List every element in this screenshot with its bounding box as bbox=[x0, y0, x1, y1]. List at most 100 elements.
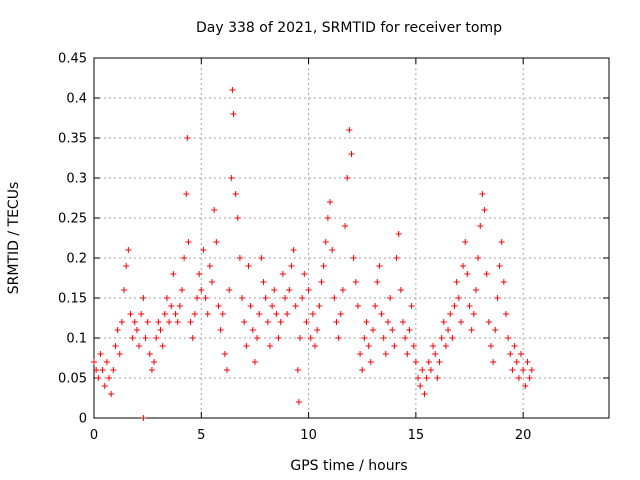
data-point bbox=[442, 343, 449, 349]
data-point bbox=[129, 335, 136, 341]
data-point bbox=[256, 311, 263, 317]
data-point bbox=[170, 271, 177, 277]
data-point bbox=[434, 375, 441, 381]
data-point bbox=[121, 287, 128, 293]
data-point bbox=[116, 351, 123, 357]
data-point bbox=[518, 351, 525, 357]
data-point bbox=[464, 271, 471, 277]
data-point bbox=[460, 263, 467, 269]
data-point bbox=[299, 295, 306, 301]
data-point bbox=[363, 319, 370, 325]
data-point bbox=[236, 255, 243, 261]
data-point bbox=[217, 327, 224, 333]
data-point bbox=[292, 303, 299, 309]
data-point bbox=[384, 319, 391, 325]
data-point bbox=[445, 327, 452, 333]
data-point bbox=[515, 375, 522, 381]
data-point bbox=[239, 295, 246, 301]
data-point bbox=[462, 239, 469, 245]
data-point bbox=[522, 383, 529, 389]
data-point bbox=[380, 335, 387, 341]
data-point bbox=[194, 295, 200, 301]
data-point bbox=[275, 335, 282, 341]
data-point bbox=[481, 207, 488, 213]
data-point bbox=[451, 303, 458, 309]
y-tick-label: 0.45 bbox=[58, 52, 87, 67]
data-point bbox=[184, 135, 191, 141]
data-point bbox=[524, 359, 531, 365]
data-point bbox=[423, 375, 430, 381]
data-point bbox=[133, 327, 140, 333]
data-point bbox=[99, 367, 106, 373]
data-point bbox=[251, 359, 258, 365]
data-point bbox=[361, 335, 368, 341]
data-point bbox=[288, 263, 295, 269]
data-point bbox=[127, 311, 134, 317]
data-point bbox=[228, 175, 235, 181]
data-point bbox=[131, 319, 138, 325]
data-point bbox=[202, 295, 209, 301]
data-point bbox=[174, 319, 181, 325]
grid bbox=[94, 58, 609, 418]
data-point bbox=[404, 351, 411, 357]
data-points bbox=[91, 87, 535, 421]
data-point bbox=[273, 311, 280, 317]
data-point bbox=[391, 343, 398, 349]
y-tick-label: 0.15 bbox=[58, 292, 87, 307]
data-point bbox=[258, 255, 265, 261]
data-point bbox=[140, 295, 147, 301]
data-point bbox=[354, 303, 361, 309]
data-point bbox=[112, 343, 119, 349]
y-tick-label: 0.35 bbox=[58, 132, 87, 147]
data-point bbox=[455, 295, 462, 301]
data-point bbox=[136, 343, 143, 349]
data-point bbox=[153, 335, 160, 341]
data-point bbox=[337, 311, 344, 317]
data-point bbox=[307, 335, 314, 341]
data-point bbox=[400, 319, 406, 325]
data-point bbox=[357, 351, 364, 357]
data-point bbox=[327, 199, 334, 205]
data-point bbox=[232, 191, 239, 197]
data-point bbox=[277, 319, 284, 325]
data-point bbox=[196, 271, 203, 277]
data-point bbox=[140, 415, 147, 421]
data-point bbox=[372, 303, 379, 309]
data-point bbox=[249, 327, 256, 333]
data-point bbox=[449, 335, 456, 341]
data-point bbox=[290, 247, 297, 253]
data-point bbox=[342, 223, 349, 229]
data-point bbox=[303, 319, 310, 325]
data-point bbox=[294, 367, 301, 373]
data-point bbox=[505, 335, 512, 341]
data-point bbox=[264, 319, 271, 325]
data-point bbox=[93, 367, 100, 373]
data-point bbox=[395, 231, 402, 237]
data-point bbox=[241, 319, 248, 325]
data-point bbox=[389, 327, 396, 333]
data-point bbox=[406, 327, 413, 333]
data-point bbox=[108, 391, 115, 397]
data-point bbox=[219, 311, 226, 317]
data-point bbox=[427, 367, 434, 373]
data-point bbox=[316, 303, 323, 309]
data-point bbox=[198, 287, 205, 293]
data-point bbox=[528, 367, 535, 373]
data-point bbox=[189, 335, 196, 341]
data-point bbox=[151, 359, 158, 365]
data-point bbox=[229, 87, 236, 93]
x-tick-label: 15 bbox=[408, 428, 425, 443]
x-axis-title: GPS time / hours bbox=[290, 458, 407, 474]
data-point bbox=[309, 311, 316, 317]
data-point bbox=[440, 319, 447, 325]
data-point bbox=[324, 215, 331, 221]
data-point bbox=[284, 311, 291, 317]
data-point bbox=[365, 343, 372, 349]
data-point bbox=[344, 175, 351, 181]
y-tick-label: 0.05 bbox=[58, 372, 87, 387]
data-point bbox=[279, 271, 286, 277]
data-point bbox=[234, 215, 241, 221]
data-point bbox=[322, 239, 329, 245]
data-point bbox=[297, 335, 303, 341]
data-point bbox=[101, 383, 108, 389]
